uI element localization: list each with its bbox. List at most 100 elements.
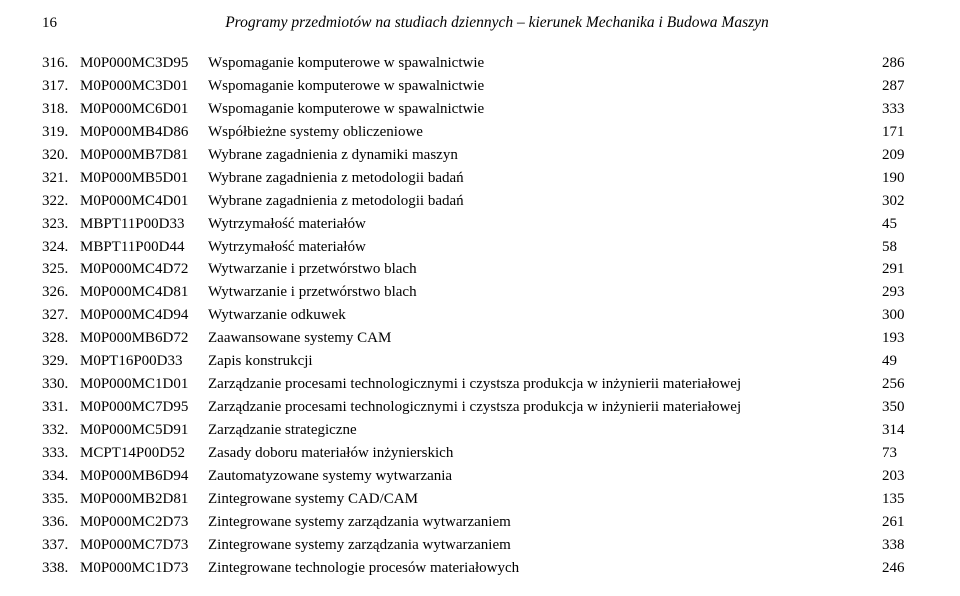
row-desc: Wytwarzanie i przetwórstwo blach	[208, 281, 882, 304]
table-row: 323.MBPT11P00D33Wytrzymałość materiałów4…	[42, 213, 918, 236]
row-desc: Wybrane zagadnienia z metodologii badań	[208, 190, 882, 213]
row-page: 45	[882, 213, 918, 236]
row-desc: Zapis konstrukcji	[208, 350, 882, 373]
table-row: 316.M0P000MC3D95Wspomaganie komputerowe …	[42, 52, 918, 75]
row-desc: Zarządzanie procesami technologicznymi i…	[208, 373, 882, 396]
row-index: 338.	[42, 557, 80, 580]
row-desc: Wybrane zagadnienia z dynamiki maszyn	[208, 144, 882, 167]
row-index: 327.	[42, 304, 80, 327]
table-row: 333.MCPT14P00D52Zasady doboru materiałów…	[42, 442, 918, 465]
row-code: M0P000MC4D94	[80, 304, 208, 327]
row-code: M0P000MB6D72	[80, 327, 208, 350]
row-desc: Wybrane zagadnienia z metodologii badań	[208, 167, 882, 190]
row-page: 291	[882, 258, 918, 281]
row-index: 318.	[42, 98, 80, 121]
row-index: 322.	[42, 190, 80, 213]
table-row: 319.M0P000MB4D86Współbieżne systemy obli…	[42, 121, 918, 144]
row-code: M0P000MC2D73	[80, 511, 208, 534]
row-desc: Zintegrowane systemy zarządzania wytwarz…	[208, 534, 882, 557]
row-code: MCPT14P00D52	[80, 442, 208, 465]
row-code: M0P000MC5D91	[80, 419, 208, 442]
row-index: 337.	[42, 534, 80, 557]
row-index: 324.	[42, 236, 80, 259]
row-desc: Zintegrowane technologie procesów materi…	[208, 557, 882, 580]
row-index: 325.	[42, 258, 80, 281]
table-row: 334.M0P000MB6D94Zautomatyzowane systemy …	[42, 465, 918, 488]
row-code: M0P000MC4D81	[80, 281, 208, 304]
table-row: 325.M0P000MC4D72Wytwarzanie i przetwórst…	[42, 258, 918, 281]
row-page: 193	[882, 327, 918, 350]
row-page: 338	[882, 534, 918, 557]
row-desc: Zintegrowane systemy zarządzania wytwarz…	[208, 511, 882, 534]
row-index: 323.	[42, 213, 80, 236]
row-page: 333	[882, 98, 918, 121]
row-index: 320.	[42, 144, 80, 167]
row-index: 336.	[42, 511, 80, 534]
row-index: 334.	[42, 465, 80, 488]
row-index: 328.	[42, 327, 80, 350]
row-page: 190	[882, 167, 918, 190]
table-row: 321.M0P000MB5D01Wybrane zagadnienia z me…	[42, 167, 918, 190]
row-desc: Wytwarzanie odkuwek	[208, 304, 882, 327]
row-index: 333.	[42, 442, 80, 465]
row-code: M0P000MC6D01	[80, 98, 208, 121]
table-row: 330.M0P000MC1D01Zarządzanie procesami te…	[42, 373, 918, 396]
row-desc: Wytrzymałość materiałów	[208, 213, 882, 236]
row-code: M0PT16P00D33	[80, 350, 208, 373]
row-desc: Zarządzanie strategiczne	[208, 419, 882, 442]
row-page: 73	[882, 442, 918, 465]
row-code: MBPT11P00D33	[80, 213, 208, 236]
row-index: 326.	[42, 281, 80, 304]
row-page: 171	[882, 121, 918, 144]
row-desc: Wspomaganie komputerowe w spawalnictwie	[208, 98, 882, 121]
row-desc: Wytrzymałość materiałów	[208, 236, 882, 259]
row-code: M0P000MB5D01	[80, 167, 208, 190]
row-index: 319.	[42, 121, 80, 144]
table-row: 332.M0P000MC5D91Zarządzanie strategiczne…	[42, 419, 918, 442]
row-code: M0P000MC4D01	[80, 190, 208, 213]
row-code: M0P000MB6D94	[80, 465, 208, 488]
row-code: M0P000MC7D73	[80, 534, 208, 557]
row-page: 246	[882, 557, 918, 580]
row-index: 329.	[42, 350, 80, 373]
row-code: M0P000MC3D95	[80, 52, 208, 75]
table-row: 326.M0P000MC4D81Wytwarzanie i przetwórst…	[42, 281, 918, 304]
row-index: 330.	[42, 373, 80, 396]
row-page: 287	[882, 75, 918, 98]
row-page: 49	[882, 350, 918, 373]
row-index: 332.	[42, 419, 80, 442]
table-row: 338.M0P000MC1D73Zintegrowane technologie…	[42, 557, 918, 580]
page-number: 16	[42, 15, 76, 32]
row-index: 321.	[42, 167, 80, 190]
row-page: 293	[882, 281, 918, 304]
row-page: 302	[882, 190, 918, 213]
row-index: 331.	[42, 396, 80, 419]
row-desc: Zarządzanie procesami technologicznymi i…	[208, 396, 882, 419]
row-desc: Zaawansowane systemy CAM	[208, 327, 882, 350]
row-code: M0P000MC4D72	[80, 258, 208, 281]
row-index: 317.	[42, 75, 80, 98]
table-row: 335.M0P000MB2D81Zintegrowane systemy CAD…	[42, 488, 918, 511]
row-code: M0P000MC1D73	[80, 557, 208, 580]
table-row: 331.M0P000MC7D95Zarządzanie procesami te…	[42, 396, 918, 419]
row-code: M0P000MB4D86	[80, 121, 208, 144]
row-desc: Wspomaganie komputerowe w spawalnictwie	[208, 52, 882, 75]
row-page: 300	[882, 304, 918, 327]
row-desc: Zintegrowane systemy CAD/CAM	[208, 488, 882, 511]
table-row: 322.M0P000MC4D01Wybrane zagadnienia z me…	[42, 190, 918, 213]
row-desc: Wspomaganie komputerowe w spawalnictwie	[208, 75, 882, 98]
table-row: 327.M0P000MC4D94Wytwarzanie odkuwek300	[42, 304, 918, 327]
row-desc: Wytwarzanie i przetwórstwo blach	[208, 258, 882, 281]
row-code: M0P000MB7D81	[80, 144, 208, 167]
table-row: 336.M0P000MC2D73Zintegrowane systemy zar…	[42, 511, 918, 534]
row-code: M0P000MC7D95	[80, 396, 208, 419]
page-title: Programy przedmiotów na studiach dzienny…	[76, 14, 918, 32]
table-row: 328.M0P000MB6D72Zaawansowane systemy CAM…	[42, 327, 918, 350]
table-row: 324.MBPT11P00D44Wytrzymałość materiałów5…	[42, 236, 918, 259]
row-desc: Zasady doboru materiałów inżynierskich	[208, 442, 882, 465]
row-page: 350	[882, 396, 918, 419]
table-row: 337.M0P000MC7D73Zintegrowane systemy zar…	[42, 534, 918, 557]
row-page: 135	[882, 488, 918, 511]
row-code: M0P000MB2D81	[80, 488, 208, 511]
page-header: 16 Programy przedmiotów na studiach dzie…	[42, 14, 918, 32]
